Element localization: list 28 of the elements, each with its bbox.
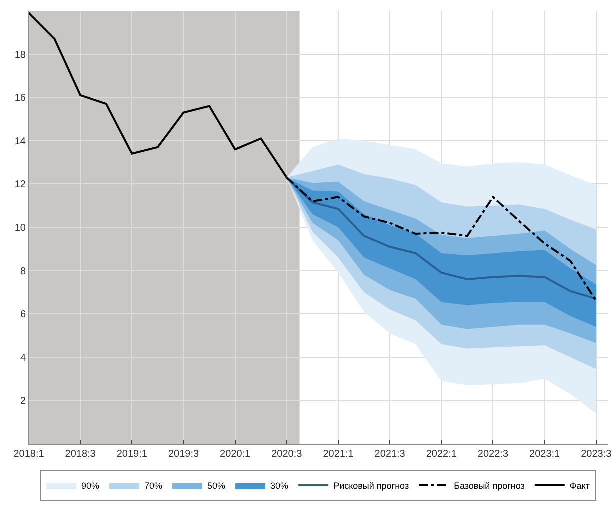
x-tick-label: 2022:3: [478, 449, 509, 460]
x-tick-label: 2021:3: [374, 449, 406, 460]
legend-label: Факт: [570, 480, 590, 491]
x-tick-label: 2019:1: [116, 449, 148, 460]
legend-label: Рисковый прогноз: [334, 480, 410, 491]
legend-label: 50%: [208, 480, 226, 491]
x-tick-label: 2022:1: [426, 449, 458, 460]
x-tick-label: 2019:3: [168, 449, 200, 460]
x-tick-label: 2023:3: [581, 449, 612, 460]
x-tick-label: 2021:1: [323, 449, 354, 460]
y-tick-label: 14: [14, 136, 26, 148]
legend-label: Базовый прогноз: [454, 480, 525, 491]
y-tick-label: 18: [14, 50, 26, 61]
x-tick-label: 2020:1: [220, 449, 252, 460]
y-tick-label: 16: [14, 93, 26, 104]
y-tick-label: 2: [20, 396, 26, 408]
x-tick-label: 2023:1: [530, 449, 561, 460]
legend-label: 90%: [82, 480, 100, 491]
y-tick-label: 10: [14, 223, 26, 234]
x-tick-label: 2018:3: [65, 449, 96, 460]
legend-label: 70%: [144, 480, 163, 491]
y-tick-label: 12: [14, 180, 26, 191]
legend-label: 30%: [270, 480, 289, 491]
y-tick-label: 6: [20, 310, 26, 321]
x-tick-label: 2020:3: [272, 449, 303, 460]
x-tick-label: 2018:1: [14, 449, 45, 460]
y-tick-label: 4: [20, 352, 26, 364]
y-tick-label: 8: [20, 266, 26, 278]
